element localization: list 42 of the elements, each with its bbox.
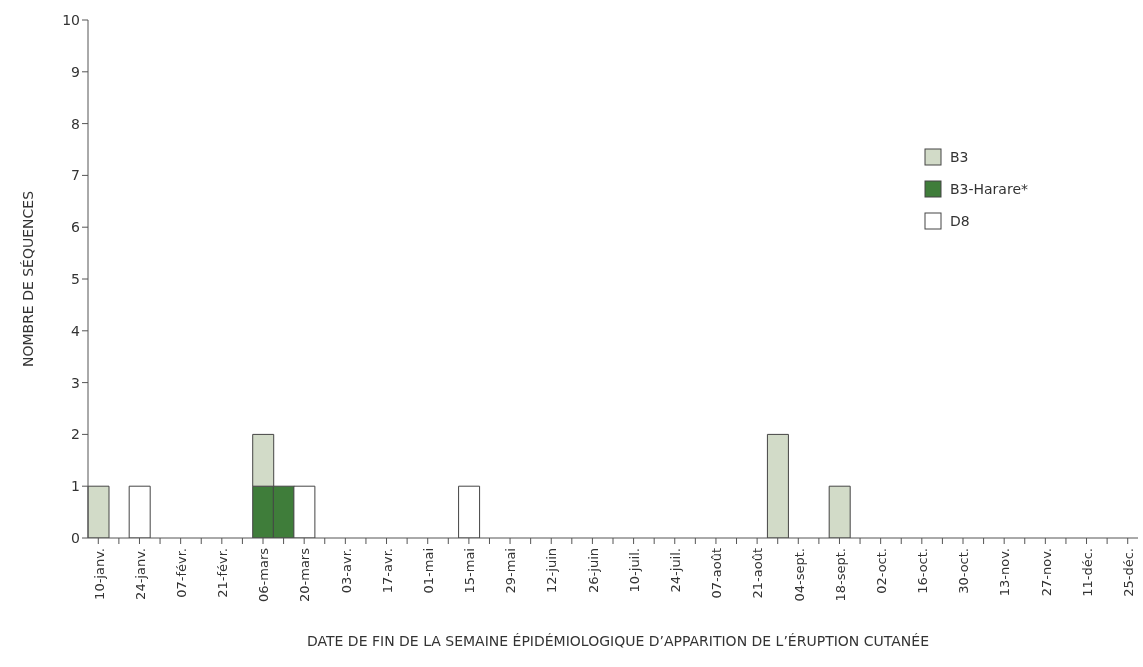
x-tick-label: 02-oct.	[873, 548, 889, 594]
y-tick-label: 5	[71, 270, 80, 287]
x-tick-label: 06-mars	[256, 547, 272, 602]
legend-label: D8	[949, 213, 970, 229]
x-tick-label: 01-mai	[420, 548, 436, 594]
x-tick-label: 21-févr.	[215, 548, 231, 598]
x-tick-label: 07-août	[709, 548, 725, 599]
y-tick-label: 6	[71, 219, 81, 236]
y-tick-label: 10	[62, 11, 80, 28]
y-tick-label: 0	[71, 529, 80, 546]
x-tick-label: 11-déc.	[1079, 548, 1095, 597]
x-tick-label: 24-juil.	[667, 548, 683, 593]
x-tick-label: 07-févr.	[173, 548, 189, 598]
x-tick-label: 20-mars	[297, 547, 313, 602]
x-tick-label: 18-sept.	[832, 548, 848, 602]
x-tick-label: 21-août	[750, 548, 766, 599]
x-tick-label: 10-juil.	[626, 548, 642, 593]
y-tick-label: 9	[71, 63, 80, 80]
x-tick-label: 12-juin	[544, 548, 560, 593]
x-tick-label: 10-janv.	[91, 548, 107, 600]
x-tick-label: 29-mai	[503, 548, 519, 594]
x-tick-label: 04-sept.	[791, 548, 807, 602]
x-tick-label: 30-oct.	[956, 548, 972, 594]
y-tick-label: 2	[71, 426, 80, 443]
legend-label: B3-Harare*	[949, 181, 1028, 197]
x-tick-label: 03-avr.	[338, 548, 354, 594]
x-tick-label: 13-nov.	[997, 548, 1013, 597]
x-tick-label: 15-mai	[462, 548, 478, 594]
x-tick-label: 25-déc.	[1120, 548, 1136, 597]
x-tick-label: 24-janv.	[132, 548, 148, 600]
y-tick-label: 3	[71, 374, 80, 391]
y-tick-label: 8	[71, 115, 80, 132]
x-tick-label: 17-avr.	[379, 548, 395, 594]
x-axis-title: DATE DE FIN DE LA SEMAINE ÉPIDÉMIOLOGIQUE D’APPARITION DE L’ÉRUPTION CUTANÉE	[306, 633, 930, 649]
y-tick-label: 4	[71, 322, 81, 339]
y-tick-label: 1	[71, 478, 80, 495]
y-axis-title: NOMBRE DE SÉQUENCES	[19, 190, 36, 368]
y-tick-label: 7	[71, 167, 80, 184]
legend-label: B3	[949, 149, 969, 165]
x-tick-label: 16-oct.	[915, 548, 931, 594]
x-tick-label: 26-juin	[585, 548, 601, 593]
x-tick-label: 27-nov.	[1038, 548, 1054, 597]
